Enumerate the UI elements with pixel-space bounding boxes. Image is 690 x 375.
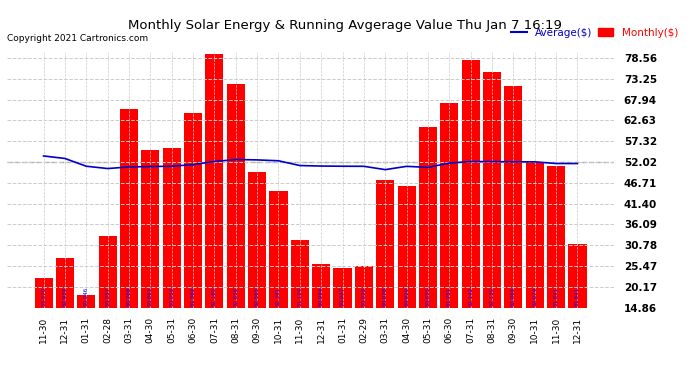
Text: 51.360: 51.360 [190,287,195,306]
Bar [483,72,501,308]
Text: 52.142: 52.142 [468,287,473,306]
Text: 50.768: 50.768 [126,287,132,306]
Bar [290,240,309,308]
Bar [227,84,245,308]
Bar [248,172,266,308]
Text: 50.920: 50.920 [404,287,409,306]
Text: 50.863: 50.863 [148,287,153,306]
Text: 52.565: 52.565 [255,287,259,306]
Bar [269,192,288,308]
Bar [397,186,415,308]
Text: 52.130: 52.130 [489,287,495,306]
Bar [312,264,331,308]
Bar [184,113,202,308]
Text: 50.994: 50.994 [319,287,324,306]
Bar [526,162,544,308]
Bar [34,278,52,308]
Bar [355,266,373,308]
Text: 51.641: 51.641 [575,287,580,306]
Bar [462,60,480,308]
Text: 52.930: 52.930 [62,287,68,306]
Bar [440,104,458,308]
Bar [376,180,394,308]
Bar [163,148,181,308]
Text: Copyright 2021 Cartronics.com: Copyright 2021 Cartronics.com [7,34,148,43]
Text: 52.160: 52.160 [212,287,217,306]
Bar [547,166,565,308]
Text: 52.066: 52.066 [511,287,516,306]
Bar [56,258,74,308]
Legend: Average($), Monthly($): Average($), Monthly($) [511,28,678,38]
Text: 51.751: 51.751 [447,287,452,306]
Text: 52.074: 52.074 [532,287,538,306]
Text: 50.655: 50.655 [426,287,431,306]
Bar [206,54,224,307]
Bar [77,295,95,307]
Text: 50.956: 50.956 [169,287,174,306]
Text: 52.656: 52.656 [233,287,238,306]
Bar [333,268,352,308]
Text: 50.928: 50.928 [362,287,366,306]
Text: 50.078: 50.078 [383,287,388,306]
Text: 52.341: 52.341 [276,287,281,306]
Text: 51.124: 51.124 [297,287,302,306]
Bar [120,109,138,307]
Bar [99,237,117,308]
Bar [569,244,586,308]
Text: 53.570: 53.570 [41,287,46,306]
Text: 50.947: 50.947 [340,287,345,306]
Bar [504,86,522,308]
Bar [419,127,437,308]
Text: 51.641: 51.641 [553,287,559,306]
Text: Monthly Solar Energy & Running Avgerage Value Thu Jan 7 16:19: Monthly Solar Energy & Running Avgerage … [128,19,562,32]
Text: 50.946: 50.946 [83,287,89,306]
Text: 50.357: 50.357 [105,287,110,306]
Bar [141,150,159,308]
